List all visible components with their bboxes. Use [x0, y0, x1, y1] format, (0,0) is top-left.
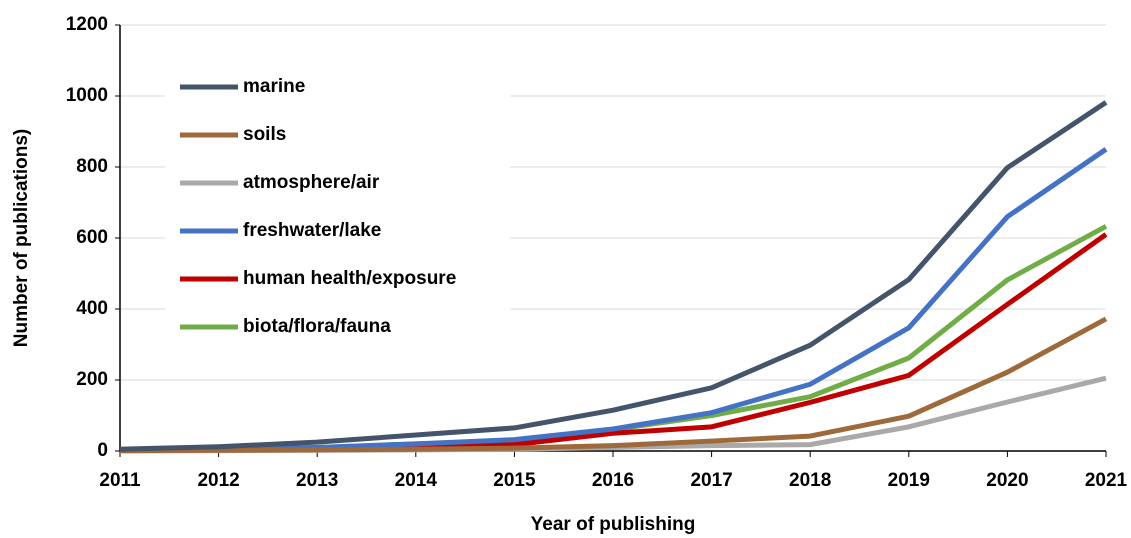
legend-label: human health/exposure [243, 268, 456, 289]
y-tick-label: 200 [76, 369, 108, 390]
line [119, 100, 1108, 452]
x-axis-label: Year of publishing [531, 514, 696, 535]
legend-label: soils [243, 124, 286, 145]
y-axis-label: Number of publications) [11, 129, 32, 348]
legend-box [165, 65, 510, 350]
y-tick-label: 0 [97, 440, 108, 461]
y-tick-label: 600 [76, 227, 108, 248]
x-tick-label: 2011 [99, 470, 141, 491]
line [119, 375, 1107, 454]
x-tick-label: 2014 [395, 470, 438, 491]
x-tick-label: 2016 [592, 470, 634, 491]
legend-label: marine [243, 76, 305, 97]
x-tick-label: 2012 [197, 470, 239, 491]
x-tick-label: 2018 [789, 470, 831, 491]
x-tick-label: 2013 [296, 470, 338, 491]
line [119, 316, 1108, 454]
x-tick-label: 2015 [493, 470, 536, 491]
x-tick-label: 2021 [1085, 470, 1128, 491]
x-tick-label: 2017 [690, 470, 732, 491]
legend-label: biota/flora/fauna [243, 316, 391, 337]
legend-label: atmosphere/air [243, 172, 380, 193]
y-tick-label: 800 [76, 156, 108, 177]
y-tick-label: 400 [76, 298, 108, 319]
x-tick-label: 2020 [986, 470, 1028, 491]
x-tick-label: 2019 [888, 470, 930, 491]
y-tick-label: 1200 [66, 14, 108, 35]
legend-label: freshwater/lake [243, 220, 381, 241]
y-tick-label: 1000 [66, 85, 108, 106]
